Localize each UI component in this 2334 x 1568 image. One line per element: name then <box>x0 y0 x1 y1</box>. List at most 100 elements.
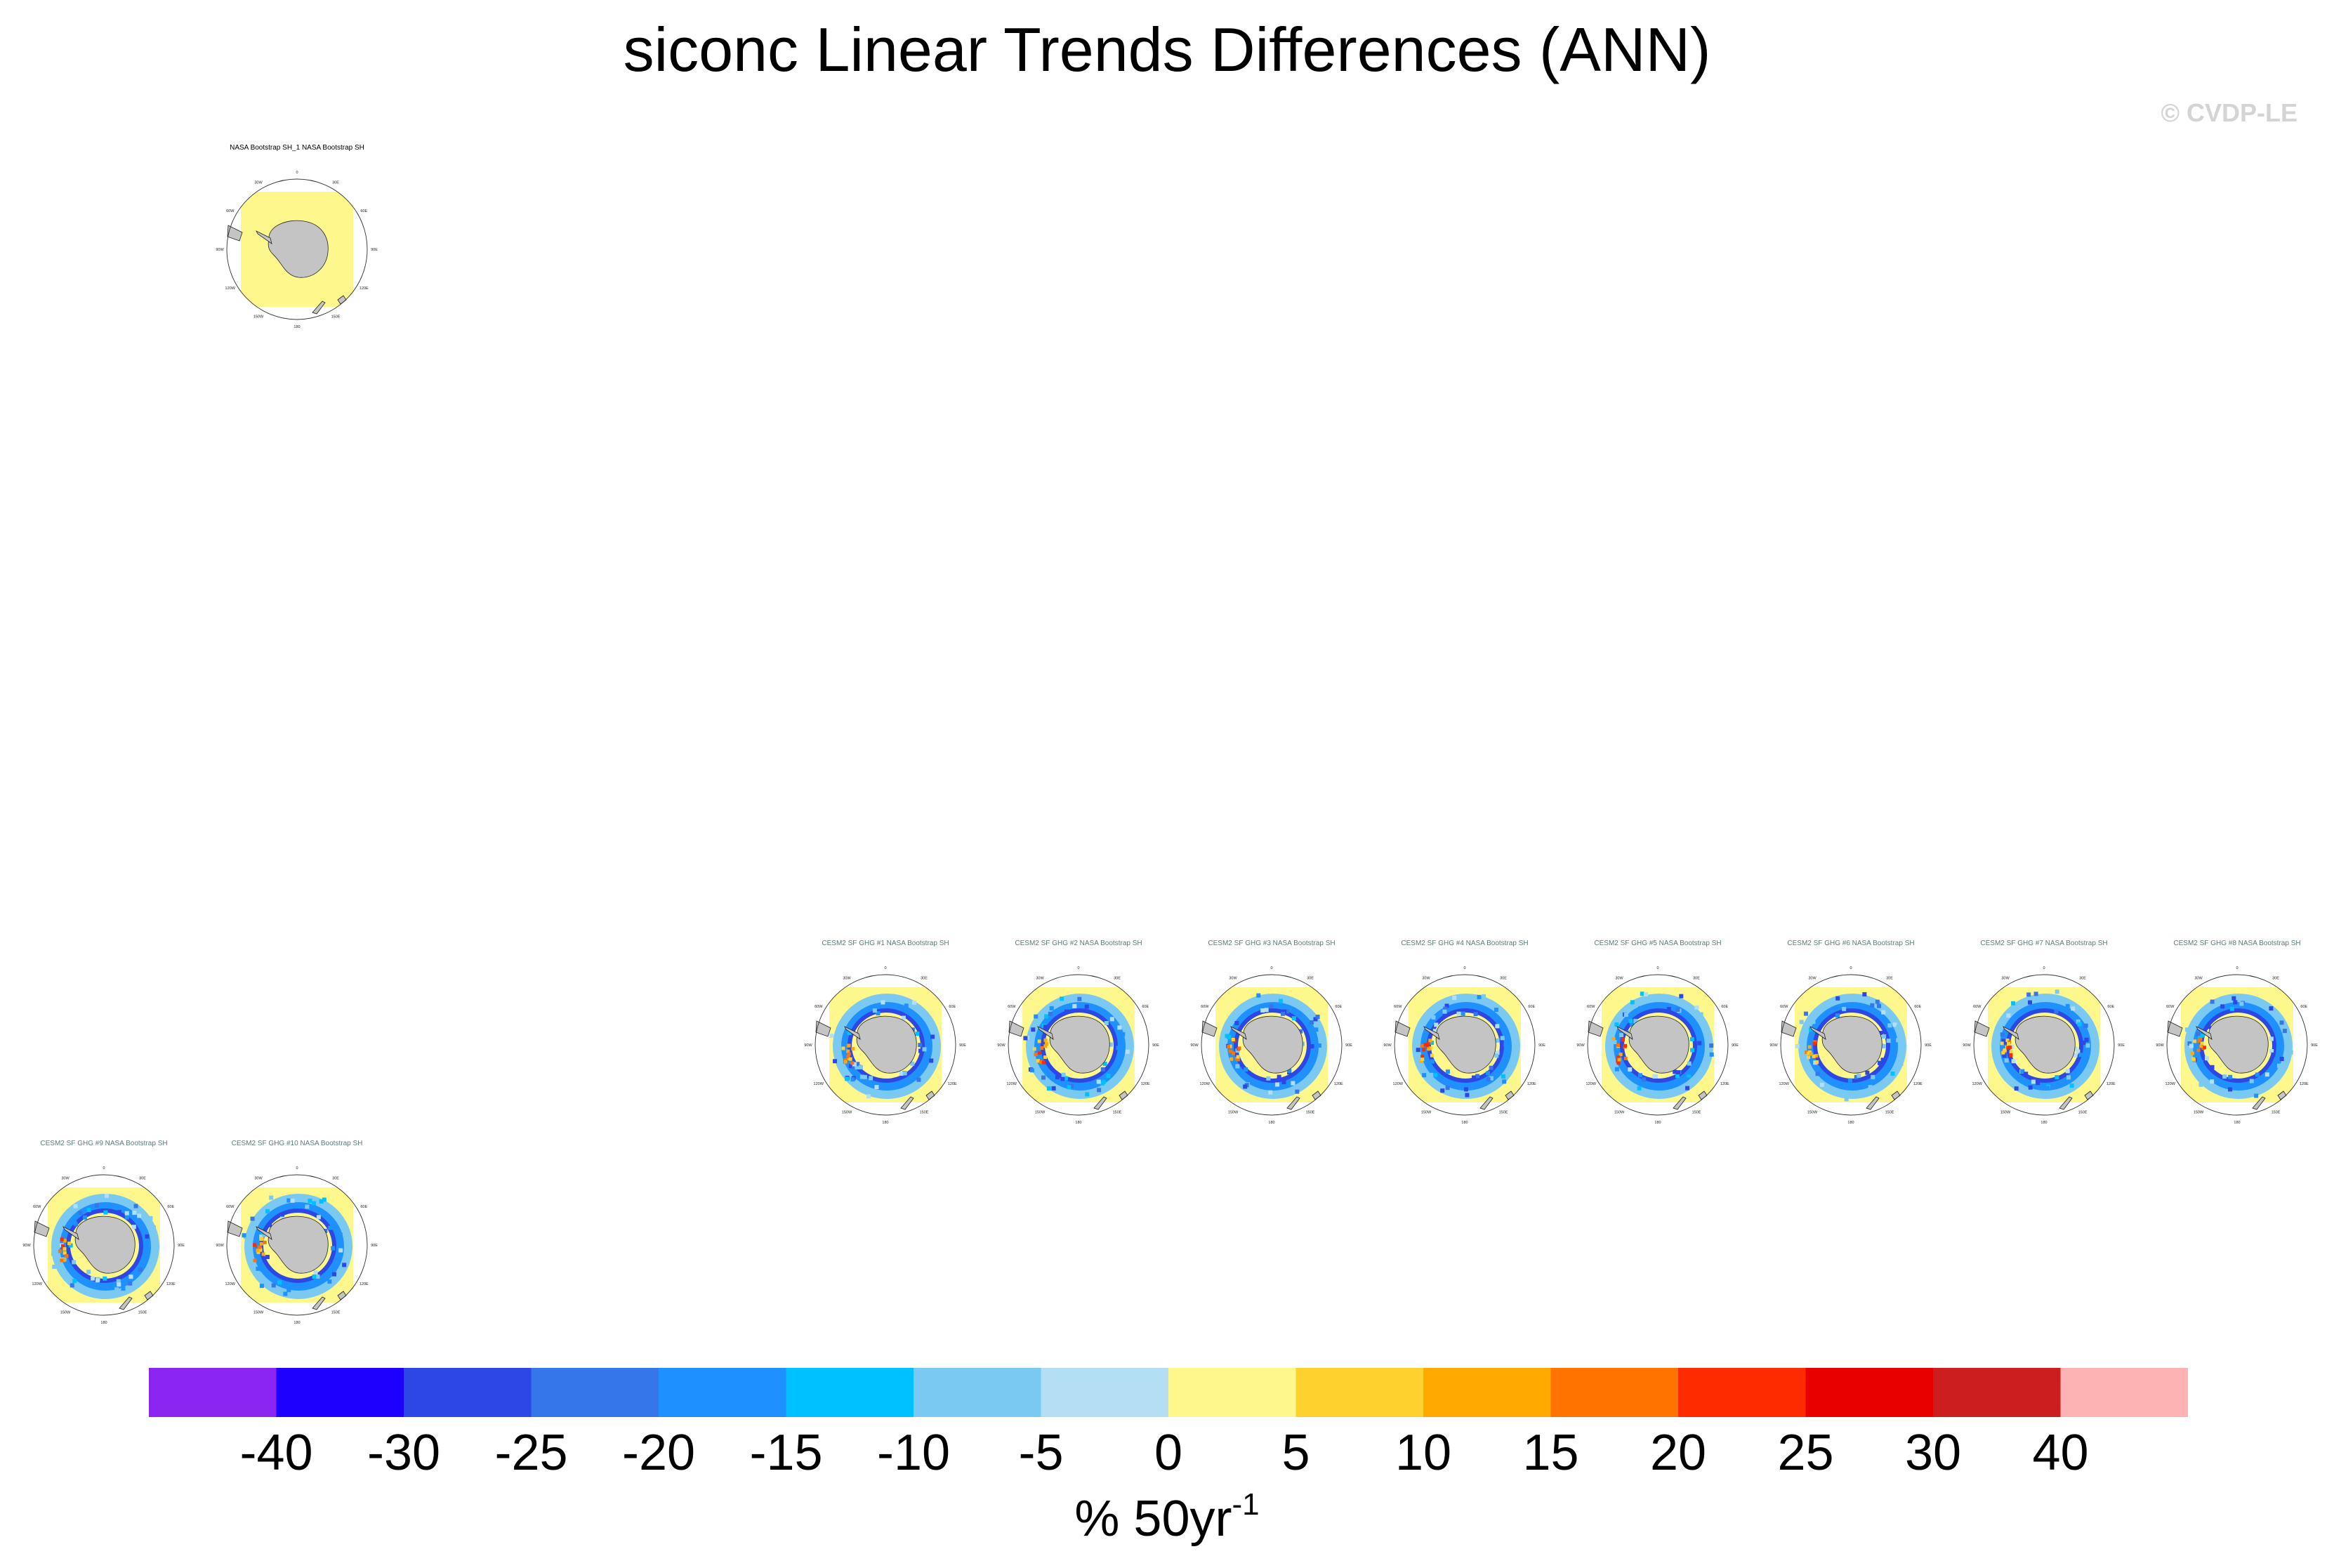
trend-cell <box>331 1246 336 1251</box>
antarctic-peninsula <box>1230 1026 1247 1040</box>
antarctic-peninsula <box>1809 1026 1826 1040</box>
longitude-label: 30W <box>1036 977 1044 981</box>
trend-cell <box>2067 1008 2072 1013</box>
longitude-label: 150E <box>331 1310 341 1315</box>
trend-cell <box>911 1000 916 1005</box>
trend-ring-mid <box>1034 1002 1126 1091</box>
trend-cell <box>2249 1079 2254 1083</box>
longitude-label: 30W <box>2001 977 2010 981</box>
longitude-label: 90W <box>997 1043 1006 1048</box>
colorbar-swatch <box>149 1368 277 1417</box>
trend-cell <box>1482 994 1486 999</box>
trend-ring-outer <box>51 1194 159 1299</box>
trend-ring-inner <box>1620 1008 1697 1083</box>
antarctic-peninsula <box>256 230 272 244</box>
longitude-label: 120W <box>1393 1082 1404 1086</box>
polar-map: 0 30E 60E 90E 120E 150E 180 150W 120W 90W 60W 30W <box>1963 966 2125 1125</box>
trend-cell <box>283 1291 288 1296</box>
longitude-label: 120W <box>1007 1082 1017 1086</box>
south-america-tip <box>1201 1020 1218 1037</box>
map-field <box>1795 987 1907 1102</box>
trend-cell <box>1445 1086 1450 1091</box>
trend-cell <box>2189 1043 2194 1048</box>
longitude-label: 30W <box>254 1177 263 1181</box>
longitude-label: 90E <box>371 1244 378 1248</box>
map-boundary <box>815 974 956 1116</box>
trend-cell-positive <box>847 1052 851 1056</box>
trend-cell-positive <box>1237 1046 1241 1050</box>
trend-cell-positive <box>258 1248 263 1252</box>
trend-cell <box>1430 1059 1435 1064</box>
trend-cell-positive <box>1032 1047 1036 1051</box>
trend-cell <box>2206 1025 2211 1029</box>
trend-cell <box>1637 1073 1642 1078</box>
longitude-label: 90E <box>1345 1043 1352 1048</box>
trend-cell <box>1315 1014 1320 1019</box>
trend-cell <box>1104 1021 1109 1026</box>
colorbar-tick-label: -25 <box>494 1425 568 1481</box>
trend-cell <box>1687 1061 1692 1066</box>
trend-cell <box>2027 1000 2032 1005</box>
trend-cell <box>866 1094 871 1099</box>
south-america-tip <box>1781 1020 1797 1037</box>
longitude-label: 90E <box>1925 1043 1932 1048</box>
trend-cell <box>2205 1056 2210 1061</box>
longitude-label: 120E <box>360 286 369 291</box>
panel-title: CESM2 SF GHG #9 NASA Bootstrap SH <box>40 1140 168 1147</box>
trend-cell <box>342 1263 347 1267</box>
longitude-label: 150W <box>253 315 264 319</box>
colorbar-swatch <box>1933 1368 2061 1417</box>
trend-cell-positive <box>263 1240 267 1244</box>
trend-cell <box>260 1267 265 1272</box>
longitude-label: 180 <box>1461 1121 1468 1125</box>
trend-cell <box>1881 1043 1886 1048</box>
trend-cell <box>1675 1007 1680 1012</box>
trend-cell <box>1819 1082 1824 1087</box>
trend-cell <box>2010 1044 2015 1049</box>
colorbar-swatch <box>1295 1368 1424 1417</box>
trend-cell <box>852 1062 857 1067</box>
trend-cell-positive <box>2007 1045 2012 1049</box>
colorbar-tick-label: -15 <box>749 1425 823 1481</box>
trend-cell <box>268 1223 272 1227</box>
trend-cell <box>1044 1014 1049 1019</box>
trend-cell-positive <box>2005 1039 2010 1043</box>
trend-cell <box>1495 1050 1500 1055</box>
trend-cell <box>259 1234 264 1239</box>
longitude-label: 150E <box>1113 1110 1122 1114</box>
trend-cell-positive <box>1420 1043 1424 1048</box>
colorbar-swatch <box>1550 1368 1679 1417</box>
trend-cell-positive <box>261 1252 265 1256</box>
trend-cell <box>918 1043 923 1048</box>
trend-cell <box>1881 1010 1886 1015</box>
trend-cell <box>1709 1052 1714 1057</box>
longitude-label: 0 <box>2043 966 2045 970</box>
map-boundary <box>1008 974 1149 1116</box>
trend-cell <box>116 1279 121 1284</box>
longitude-label: 150E <box>2078 1110 2088 1114</box>
trend-cell <box>1096 1079 1101 1084</box>
longitude-label: 120W <box>1972 1082 1983 1086</box>
colorbar-tick-label: 5 <box>1281 1425 1310 1481</box>
longitude-label: 60W <box>2166 1005 2175 1009</box>
trend-cell <box>114 1287 119 1292</box>
trend-cell-positive <box>1815 1060 1819 1064</box>
trend-cell <box>1106 1074 1111 1079</box>
longitude-label: 0 <box>296 1166 298 1171</box>
trend-cell <box>1473 1012 1478 1017</box>
trend-cell <box>2264 1072 2269 1077</box>
polar-map: 0 30E 60E 90E 120E 150E 180 150W 120W 90W 60W 30W <box>1383 966 1545 1125</box>
trend-cell <box>1440 1088 1445 1093</box>
trend-cell-positive <box>1236 1055 1240 1059</box>
trend-cell <box>1442 1012 1447 1017</box>
longitude-label: 90W <box>22 1244 31 1248</box>
trend-cell <box>1445 1069 1450 1074</box>
longitude-label: 180 <box>2040 1121 2047 1125</box>
trend-cell <box>1676 1070 1681 1075</box>
trend-cell <box>855 1065 859 1069</box>
antarctica-landmass <box>1242 1015 1303 1074</box>
trend-cell <box>930 1034 935 1039</box>
trend-cell <box>2055 989 2059 994</box>
trend-cell <box>1465 1093 1470 1098</box>
trend-cell <box>1100 1081 1105 1086</box>
